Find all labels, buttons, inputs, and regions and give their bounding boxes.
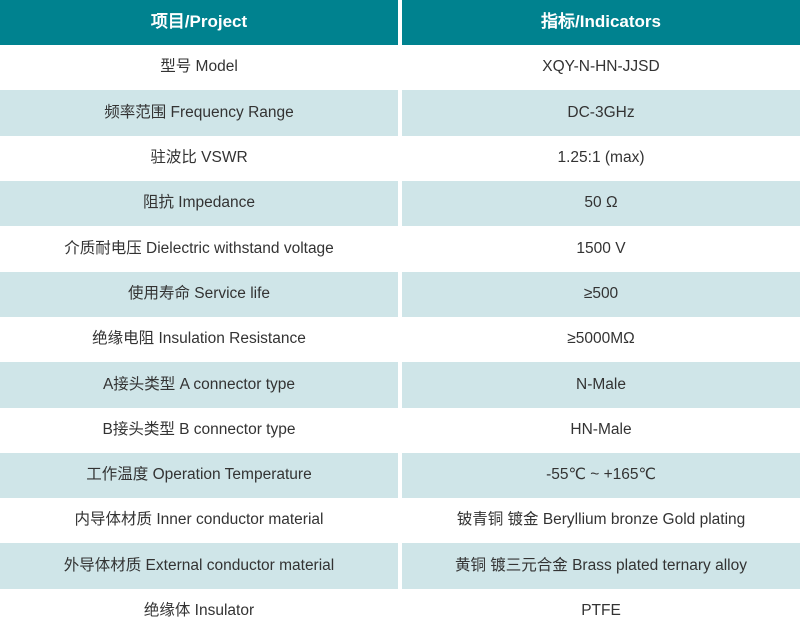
- project-cell: A接头类型 A connector type: [0, 362, 398, 408]
- column-divider: [398, 135, 402, 181]
- column-divider: [398, 45, 402, 91]
- table-row: 驻波比 VSWR 1.25:1 (max): [0, 135, 800, 181]
- column-divider: [398, 543, 402, 589]
- column-divider: [398, 90, 402, 136]
- table-row: 使用寿命 Service life ≥500: [0, 271, 800, 317]
- project-cell: 绝缘电阻 Insulation Resistance: [0, 316, 398, 363]
- column-divider: [398, 180, 402, 227]
- column-divider: [398, 498, 402, 544]
- project-cell: 外导体材质 External conductor material: [0, 543, 398, 589]
- header-indicators: 指标/Indicators: [402, 0, 800, 45]
- table-row: 介质耐电压 Dielectric withstand voltage 1500 …: [0, 226, 800, 272]
- column-divider: [398, 316, 402, 363]
- indicator-cell: PTFE: [402, 588, 800, 634]
- table-row: 型号 Model XQY-N-HN-JJSD: [0, 45, 800, 91]
- indicator-cell: DC-3GHz: [402, 90, 800, 136]
- indicator-cell: 黄铜 镀三元合金 Brass plated ternary alloy: [402, 543, 800, 589]
- indicator-cell: ≥500: [402, 271, 800, 317]
- table-row: 绝缘电阻 Insulation Resistance ≥5000MΩ: [0, 316, 800, 363]
- project-cell: 驻波比 VSWR: [0, 135, 398, 181]
- table-row: 频率范围 Frequency Range DC-3GHz: [0, 90, 800, 136]
- column-divider: [398, 362, 402, 408]
- project-cell: 频率范围 Frequency Range: [0, 90, 398, 136]
- column-divider: [398, 226, 402, 272]
- column-divider: [398, 271, 402, 317]
- table-row: 阻抗 Impedance 50 Ω: [0, 180, 800, 227]
- indicator-cell: -55℃ ~ +165℃: [402, 452, 800, 499]
- table-row: 工作温度 Operation Temperature -55℃ ~ +165℃: [0, 452, 800, 499]
- indicator-cell: 50 Ω: [402, 180, 800, 227]
- project-cell: 使用寿命 Service life: [0, 271, 398, 317]
- project-cell: 工作温度 Operation Temperature: [0, 452, 398, 499]
- project-cell: 绝缘体 Insulator: [0, 588, 398, 634]
- indicator-cell: N-Male: [402, 362, 800, 408]
- table-row: B接头类型 B connector type HN-Male: [0, 407, 800, 453]
- table-row: 内导体材质 Inner conductor material 铍青铜 镀金 Be…: [0, 498, 800, 544]
- column-divider: [398, 407, 402, 453]
- project-cell: B接头类型 B connector type: [0, 407, 398, 453]
- indicator-cell: ≥5000MΩ: [402, 316, 800, 363]
- project-cell: 型号 Model: [0, 45, 398, 91]
- column-divider: [398, 0, 402, 45]
- header-project: 项目/Project: [0, 0, 398, 45]
- column-divider: [398, 452, 402, 499]
- project-cell: 内导体材质 Inner conductor material: [0, 498, 398, 544]
- project-cell: 阻抗 Impedance: [0, 180, 398, 227]
- table-header-row: 项目/Project 指标/Indicators: [0, 0, 800, 45]
- table-row: A接头类型 A connector type N-Male: [0, 362, 800, 408]
- indicator-cell: 1.25:1 (max): [402, 135, 800, 181]
- column-divider: [398, 588, 402, 634]
- indicator-cell: XQY-N-HN-JJSD: [402, 45, 800, 91]
- indicator-cell: HN-Male: [402, 407, 800, 453]
- indicator-cell: 铍青铜 镀金 Beryllium bronze Gold plating: [402, 498, 800, 544]
- project-cell: 介质耐电压 Dielectric withstand voltage: [0, 226, 398, 272]
- indicator-cell: 1500 V: [402, 226, 800, 272]
- table-row: 绝缘体 Insulator PTFE: [0, 588, 800, 634]
- table-row: 外导体材质 External conductor material 黄铜 镀三元…: [0, 543, 800, 589]
